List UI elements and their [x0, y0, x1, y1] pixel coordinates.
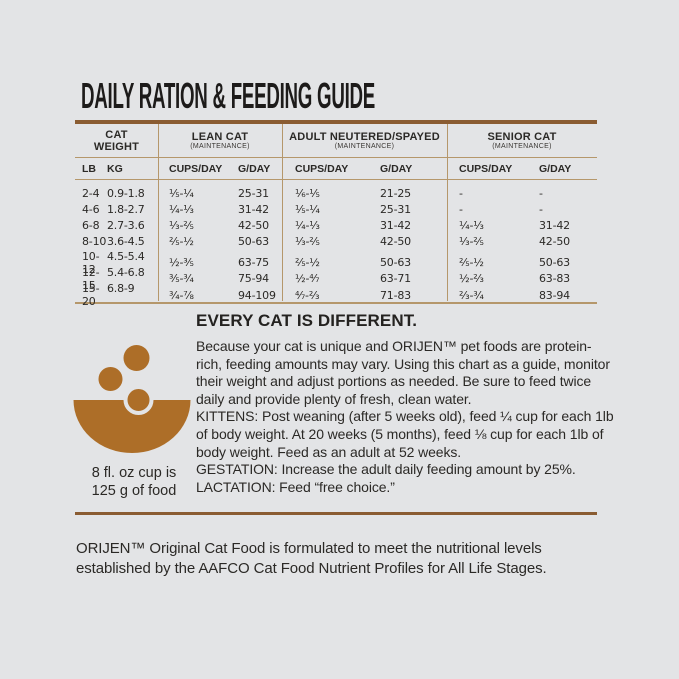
cell-lean-cups: ⅓-⅖: [169, 218, 194, 232]
table-group-header-row: CAT WEIGHT LEAN CAT (MAINTENANCE) ADULT …: [75, 124, 597, 157]
group-header-lean-cat: LEAN CAT (MAINTENANCE): [190, 130, 250, 150]
cell-kg: 4.5-5.4: [107, 249, 145, 263]
cell-adult-cups: ⁴⁄₇-⅔: [295, 288, 320, 302]
cell-senior-grams: -: [539, 202, 543, 216]
table-row: 4-6 1.8-2.7 ¼-⅓ 31-42 ⅕-¼ 25-31 - -: [75, 201, 597, 217]
cell-lean-cups: ¼-⅓: [169, 202, 194, 216]
cell-adult-cups: ⅕-¼: [295, 202, 320, 216]
cell-adult-cups: ½-⁴⁄₇: [295, 272, 320, 286]
cell-adult-cups: ⅙-⅕: [295, 186, 320, 200]
info-kittens: KITTENS: Post weaning (after 5 weeks old…: [196, 408, 614, 460]
cell-adult-grams: 50-63: [380, 256, 411, 270]
cell-kg: 0.9-1.8: [107, 186, 145, 200]
cell-kg: 3.6-4.5: [107, 235, 145, 249]
cell-lean-grams: 50-63: [238, 235, 269, 249]
table-divider-3: [447, 124, 448, 301]
cell-adult-grams: 42-50: [380, 235, 411, 249]
cell-lb: 12-15: [82, 265, 100, 292]
cell-kg: 6.8-9: [107, 282, 135, 296]
info-lactation: LACTATION: Feed “free choice.”: [196, 478, 395, 495]
cell-lean-grams: 42-50: [238, 218, 269, 232]
cup-measure-note: 8 fl. oz cup is 125 g of food: [91, 465, 177, 499]
cell-lb: 10-12: [82, 249, 100, 276]
info-heading: EVERY CAT IS DIFFERENT.: [196, 311, 418, 330]
cell-lean-grams: 25-31: [238, 186, 269, 200]
feeding-info-block: EVERY CAT IS DIFFERENT. Because your cat…: [196, 311, 614, 496]
cell-senior-cups: -: [459, 186, 463, 200]
table-row: 12-15 5.4-6.8 ⅗-¾ 75-94 ½-⁴⁄₇ 63-71 ½-⅔ …: [75, 266, 597, 292]
cell-senior-grams: 63-83: [539, 272, 570, 286]
cell-senior-grams: 31-42: [539, 218, 570, 232]
cell-lean-cups: ⅗-¾: [169, 272, 194, 286]
cell-senior-grams: -: [539, 186, 543, 200]
cell-lean-grams: 31-42: [238, 202, 269, 216]
info-gestation: GESTATION: Increase the adult daily feed…: [196, 461, 576, 478]
cell-senior-cups: ½-⅔: [459, 272, 484, 286]
cell-lb: 6-8: [82, 218, 100, 232]
group-header-cat-weight: CAT WEIGHT: [93, 128, 140, 153]
cell-senior-cups: ⅓-⅖: [459, 235, 484, 249]
table-divider-1: [158, 124, 159, 301]
table-subheader-row: LB KG CUPS/DAY G/DAY CUPS/DAY G/DAY CUPS…: [75, 157, 597, 180]
cell-lean-cups: ¾-⅞: [169, 288, 194, 302]
table-row: 8-10 3.6-4.5 ⅖-½ 50-63 ⅓-⅖ 42-50 ⅓-⅖ 42-…: [75, 234, 597, 250]
cell-kg: 1.8-2.7: [107, 202, 145, 216]
cell-kg: 2.7-3.6: [107, 218, 145, 232]
cell-adult-grams: 25-31: [380, 202, 411, 216]
cell-lb: 15-20: [82, 282, 100, 309]
aafco-statement: ORIJEN™ Original Cat Food is formulated …: [76, 540, 547, 577]
cell-lb: 8-10: [82, 235, 107, 249]
cell-adult-grams: 63-71: [380, 272, 411, 286]
cell-senior-cups: ¼-⅓: [459, 218, 484, 232]
cell-adult-cups: ⅖-½: [295, 256, 320, 270]
subheader-weight: LB KG: [82, 162, 123, 175]
cell-senior-grams: 83-94: [539, 288, 570, 302]
food-bowl-icon: [73, 345, 191, 462]
table-divider-2: [282, 124, 283, 301]
group-header-adult-neutered: ADULT NEUTERED/SPAYED (MAINTENANCE): [289, 130, 440, 150]
cell-senior-cups: ⅖-½: [459, 256, 484, 270]
subheader-lean: CUPS/DAY G/DAY: [169, 162, 271, 175]
cell-adult-cups: ¼-⅓: [295, 218, 320, 232]
subheader-adult: CUPS/DAY G/DAY: [295, 162, 413, 175]
group-header-senior-cat: SENIOR CAT (MAINTENANCE): [487, 130, 557, 150]
cell-kg: 5.4-6.8: [107, 265, 145, 279]
cell-lean-cups: ⅕-¼: [169, 186, 194, 200]
cell-adult-grams: 71-83: [380, 288, 411, 302]
page-title: DAILY RATION & FEEDING GUIDE: [81, 75, 376, 116]
cell-lean-cups: ⅖-½: [169, 235, 194, 249]
cell-lb: 4-6: [82, 202, 100, 216]
cell-lean-cups: ½-⅗: [169, 256, 194, 270]
cell-lb: 2-4: [82, 186, 100, 200]
footer-rule: [75, 512, 597, 515]
table-row: 15-20 6.8-9 ¾-⅞ 94-109 ⁴⁄₇-⅔ 71-83 ⅔-¾ 8…: [75, 282, 597, 308]
cell-lean-grams: 94-109: [238, 288, 276, 302]
cell-adult-grams: 21-25: [380, 186, 411, 200]
feeding-table: CAT WEIGHT LEAN CAT (MAINTENANCE) ADULT …: [75, 120, 597, 309]
table-row: 6-8 2.7-3.6 ⅓-⅖ 42-50 ¼-⅓ 31-42 ¼-⅓ 31-4…: [75, 217, 597, 233]
cell-adult-grams: 31-42: [380, 218, 411, 232]
cell-lean-grams: 63-75: [238, 256, 269, 270]
cell-senior-grams: 42-50: [539, 235, 570, 249]
table-row: 2-4 0.9-1.8 ⅕-¼ 25-31 ⅙-⅕ 21-25 - -: [75, 185, 597, 201]
info-body: Because your cat is unique and ORIJEN™ p…: [196, 338, 610, 407]
table-row: 10-12 4.5-5.4 ½-⅗ 63-75 ⅖-½ 50-63 ⅖-½ 50…: [75, 250, 597, 276]
cell-senior-grams: 50-63: [539, 256, 570, 270]
cell-senior-cups: ⅔-¾: [459, 288, 484, 302]
cell-senior-cups: -: [459, 202, 463, 216]
cell-adult-cups: ⅓-⅖: [295, 235, 320, 249]
table-body: 2-4 0.9-1.8 ⅕-¼ 25-31 ⅙-⅕ 21-25 - -: [75, 180, 597, 309]
cell-lean-grams: 75-94: [238, 272, 269, 286]
subheader-senior: CUPS/DAY G/DAY: [459, 162, 572, 175]
